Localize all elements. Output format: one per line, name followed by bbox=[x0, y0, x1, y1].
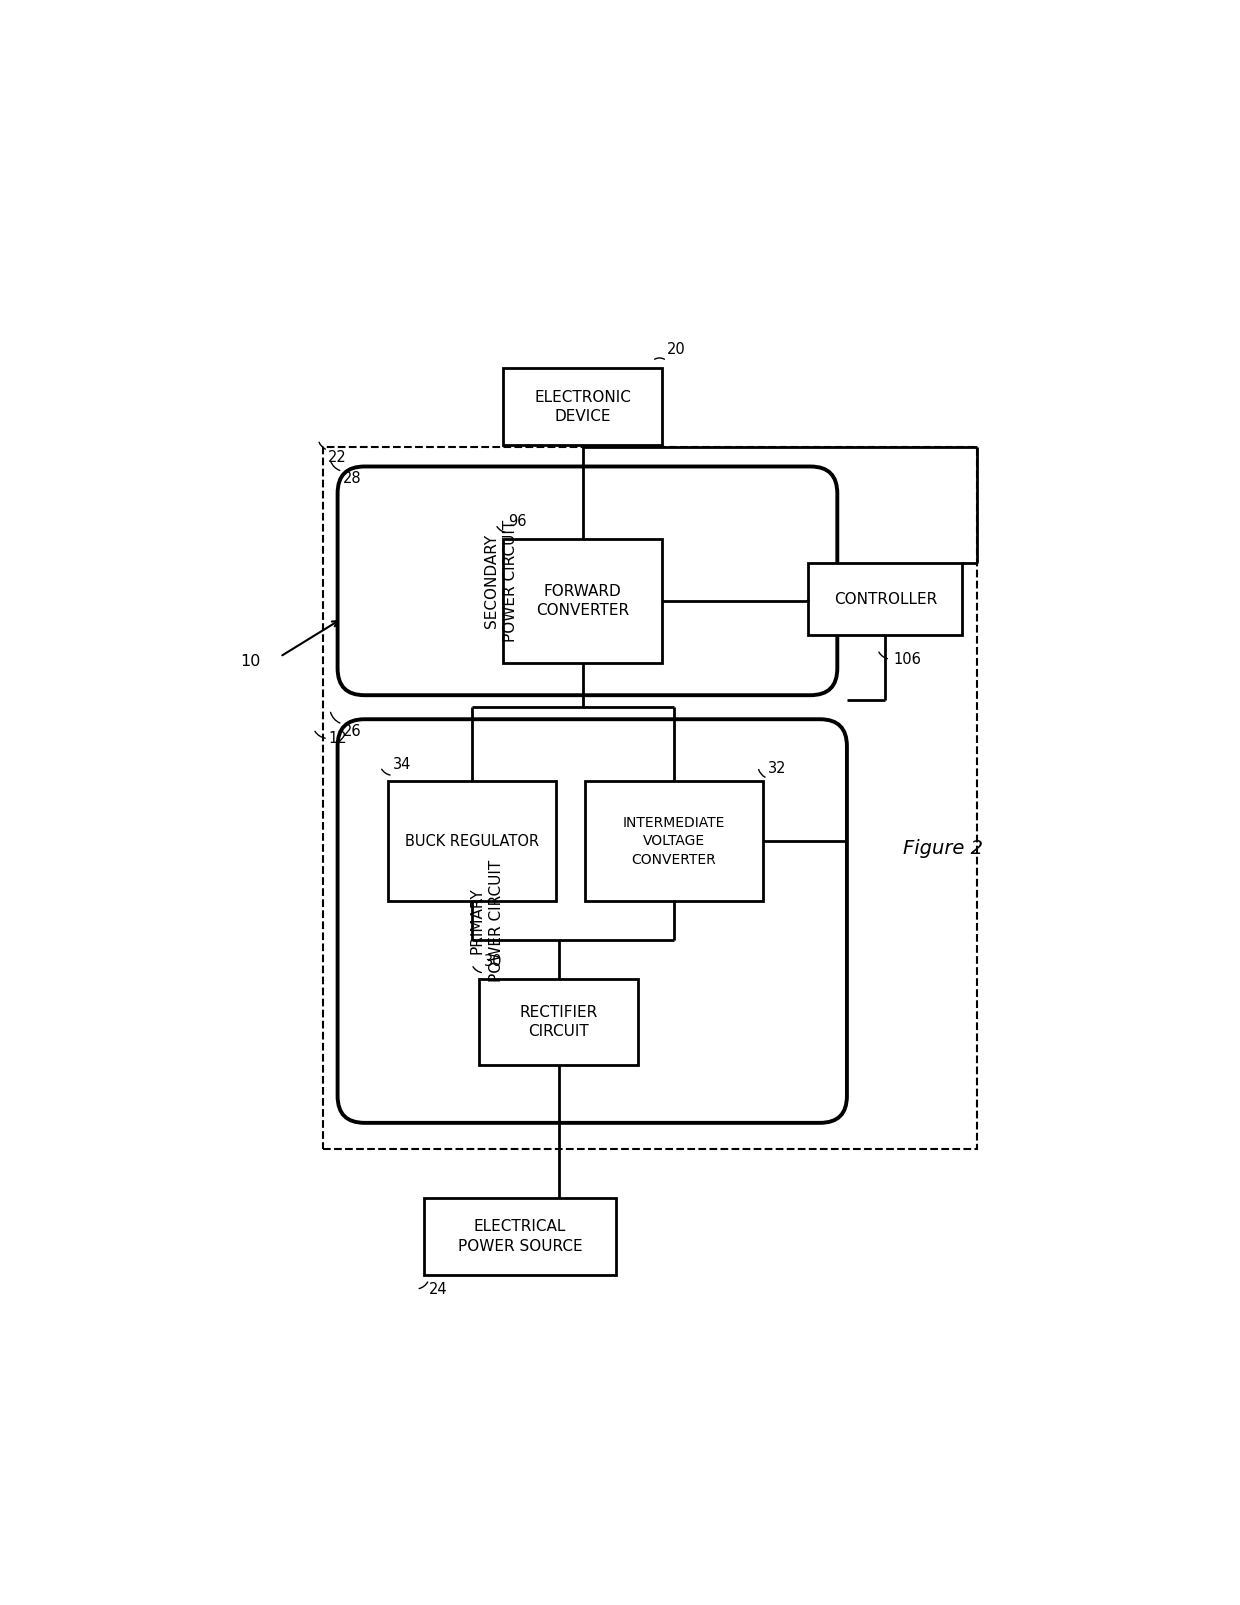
Text: PRIMARY
POWER CIRCUIT: PRIMARY POWER CIRCUIT bbox=[469, 860, 503, 982]
Bar bbox=[480, 979, 637, 1066]
Text: 12: 12 bbox=[327, 730, 347, 746]
Text: 22: 22 bbox=[327, 449, 347, 465]
Bar bbox=[503, 539, 662, 663]
Text: BUCK REGULATOR: BUCK REGULATOR bbox=[405, 833, 539, 849]
Bar bbox=[424, 1197, 616, 1274]
Bar bbox=[585, 782, 763, 902]
Text: Figure 2: Figure 2 bbox=[903, 839, 983, 859]
Text: 106: 106 bbox=[893, 652, 921, 666]
Text: 24: 24 bbox=[429, 1282, 448, 1297]
Text: INTERMEDIATE
VOLTAGE
CONVERTER: INTERMEDIATE VOLTAGE CONVERTER bbox=[622, 815, 725, 867]
Text: 32: 32 bbox=[768, 761, 786, 777]
Bar bbox=[324, 448, 977, 1149]
Text: CONTROLLER: CONTROLLER bbox=[833, 592, 937, 607]
Text: ELECTRONIC
DEVICE: ELECTRONIC DEVICE bbox=[534, 390, 631, 424]
Text: FORWARD
CONVERTER: FORWARD CONVERTER bbox=[536, 584, 629, 618]
Text: 26: 26 bbox=[342, 724, 361, 738]
Text: 28: 28 bbox=[342, 472, 361, 486]
Text: ELECTRICAL
POWER SOURCE: ELECTRICAL POWER SOURCE bbox=[458, 1218, 583, 1254]
Text: SECONDARY
POWER CIRCUIT: SECONDARY POWER CIRCUIT bbox=[484, 520, 518, 642]
FancyBboxPatch shape bbox=[337, 467, 837, 695]
Bar bbox=[503, 369, 662, 445]
Text: 34: 34 bbox=[393, 756, 412, 772]
Bar bbox=[388, 782, 557, 902]
Text: RECTIFIER
CIRCUIT: RECTIFIER CIRCUIT bbox=[520, 1005, 598, 1040]
FancyBboxPatch shape bbox=[337, 719, 847, 1124]
Text: 30: 30 bbox=[484, 953, 502, 969]
Text: 20: 20 bbox=[667, 342, 686, 356]
Text: 96: 96 bbox=[508, 514, 527, 530]
Bar bbox=[808, 563, 962, 636]
Text: 10: 10 bbox=[241, 655, 260, 669]
